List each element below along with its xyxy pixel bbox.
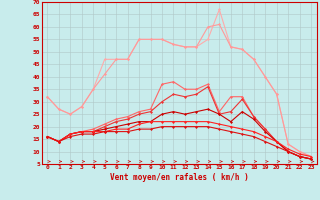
X-axis label: Vent moyen/en rafales ( km/h ): Vent moyen/en rafales ( km/h ): [110, 173, 249, 182]
